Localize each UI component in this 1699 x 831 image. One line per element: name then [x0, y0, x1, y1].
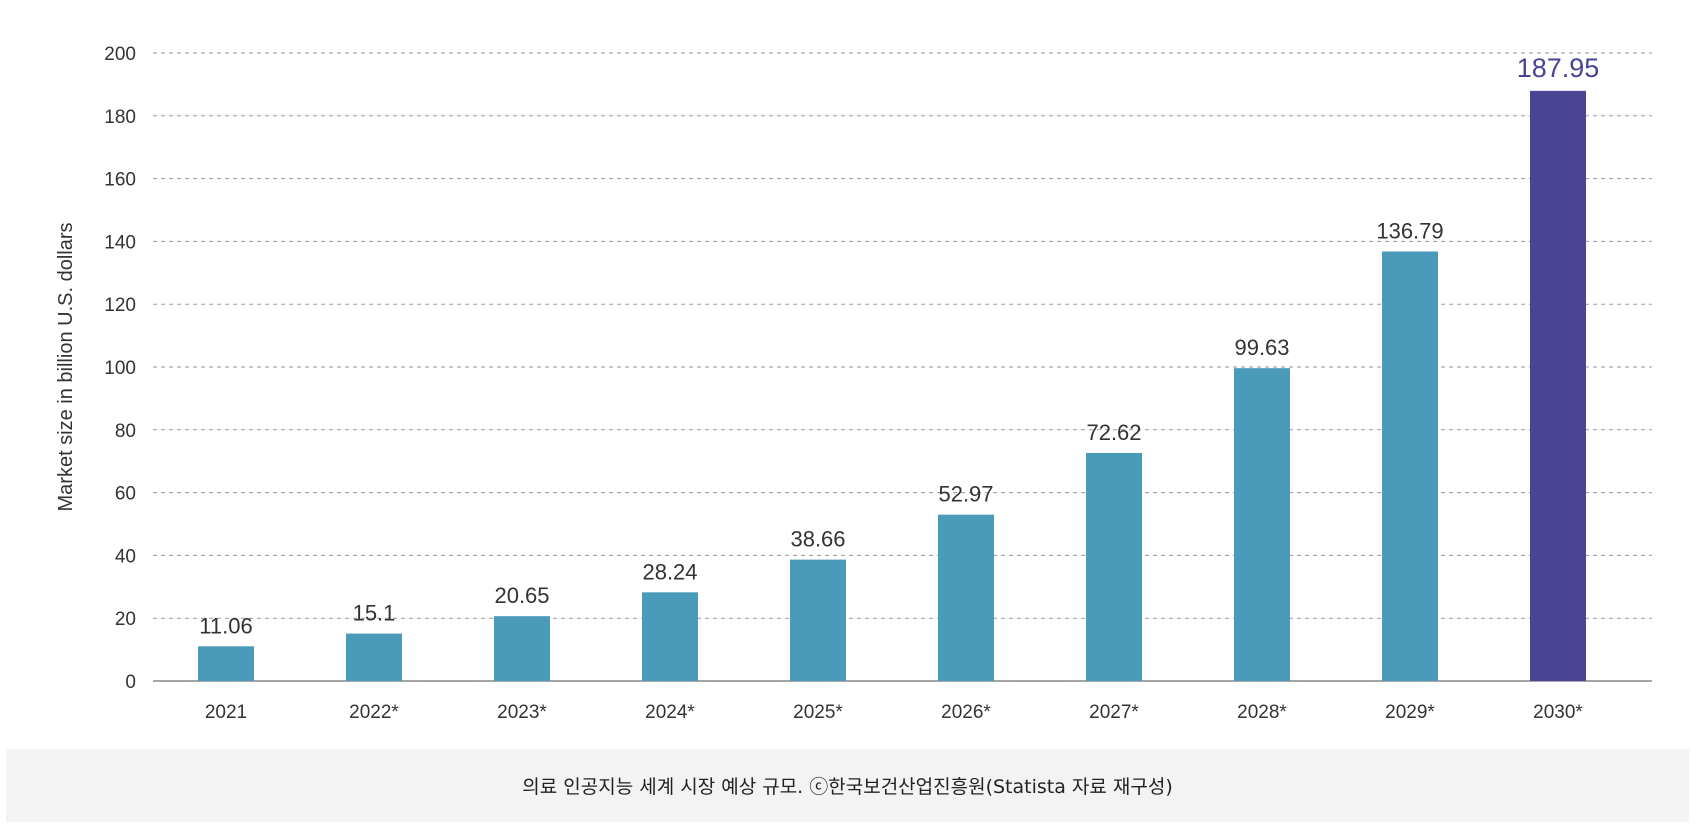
data-label: 28.24	[642, 559, 697, 584]
y-tick-label: 0	[125, 672, 136, 693]
y-tick-label: 20	[115, 609, 136, 630]
bar	[198, 646, 254, 681]
caption-text: 의료 인공지능 세계 시장 예상 규모. ⓒ한국보건산업진흥원(Statista…	[522, 776, 1173, 798]
y-tick-label: 180	[104, 107, 136, 128]
data-label: 52.97	[938, 482, 993, 507]
x-tick-label: 2027*	[1089, 702, 1139, 723]
data-label: 99.63	[1234, 335, 1289, 360]
bar	[1382, 251, 1438, 681]
x-tick-label: 2025*	[793, 702, 843, 723]
bar	[1234, 368, 1290, 681]
y-tick-label: 100	[104, 358, 136, 379]
x-tick-label: 2024*	[645, 702, 695, 723]
x-tick-label: 2030*	[1533, 702, 1583, 723]
bar	[494, 616, 550, 681]
x-tick-label: 2021	[205, 702, 247, 723]
y-axis-title: Market size in billion U.S. dollars	[55, 223, 77, 512]
y-tick-label: 160	[104, 170, 136, 191]
x-tick-label: 2023*	[497, 702, 547, 723]
data-label: 38.66	[790, 527, 845, 552]
data-label: 15.1	[353, 601, 396, 626]
bar-chart: 0 20 40 60 80 100 120 140 160 180 200 Market size i…	[55, 44, 1652, 723]
y-tick-label: 40	[115, 546, 136, 567]
bar	[642, 592, 698, 681]
y-tick-label: 120	[104, 295, 136, 316]
y-tick-label: 200	[104, 44, 136, 65]
bar	[938, 514, 994, 681]
x-tick-label: 2029*	[1385, 702, 1435, 723]
data-label: 72.62	[1086, 420, 1141, 445]
bar	[346, 633, 402, 681]
x-tick-label: 2026*	[941, 702, 991, 723]
y-tick-label: 80	[115, 421, 136, 442]
x-tick-label: 2028*	[1237, 702, 1287, 723]
data-label: 136.79	[1376, 218, 1443, 243]
bar	[1530, 90, 1586, 682]
bar	[790, 559, 846, 681]
data-label: 11.06	[199, 613, 252, 638]
y-tick-label: 60	[115, 484, 136, 505]
y-tick-label: 140	[104, 232, 136, 253]
data-label: 20.65	[494, 583, 549, 608]
data-label: 187.95	[1517, 53, 1600, 83]
bar	[1086, 452, 1142, 681]
x-tick-label: 2022*	[349, 702, 399, 723]
caption-box: 의료 인공지능 세계 시장 예상 규모. ⓒ한국보건산업진흥원(Statista…	[6, 749, 1689, 822]
